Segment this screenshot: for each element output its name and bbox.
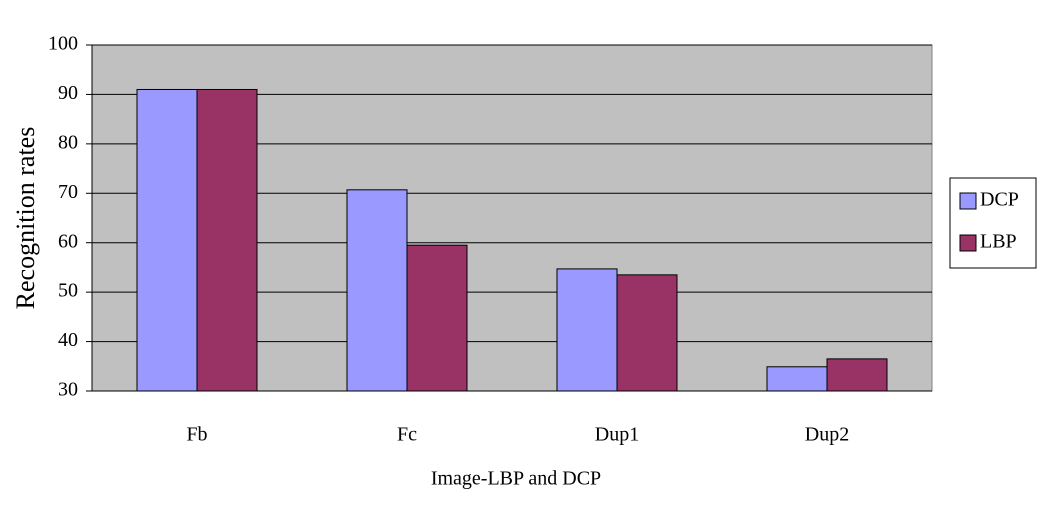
legend-label: DCP [980,189,1019,211]
bar [136,88,198,392]
y-tick-label: 70 [58,181,78,203]
bar [346,189,408,392]
bar [766,366,828,392]
bar [556,268,618,392]
bar [196,88,258,392]
y-tick-label: 100 [48,33,78,55]
y-tick-label: 80 [58,131,78,153]
x-tick-label: Fc [397,424,417,446]
y-tick-label: 90 [58,82,78,104]
bar [616,274,678,392]
y-tick-label: 40 [58,329,78,351]
x-tick-label: Dup1 [595,424,639,446]
legend-swatch [959,192,977,210]
y-tick-label: 60 [58,230,78,252]
legend-label: LBP [980,231,1017,253]
y-tick-label: 30 [58,379,78,401]
bar [826,358,888,392]
bar [406,244,468,392]
x-axis-label: Image-LBP and DCP [431,468,601,490]
legend-swatch [959,234,977,252]
x-tick-label: Dup2 [805,424,849,446]
y-axis-label: Recognition rates [11,127,40,310]
x-tick-label: Fb [186,424,207,446]
y-tick-label: 50 [58,280,78,302]
